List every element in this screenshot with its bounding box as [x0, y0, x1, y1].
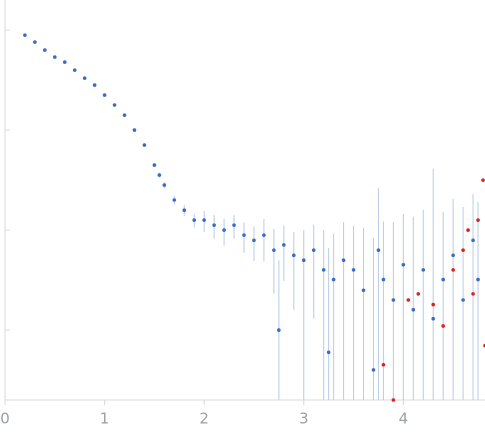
- point: [431, 302, 436, 307]
- point: [282, 243, 286, 247]
- point: [451, 253, 455, 258]
- point: [182, 208, 187, 213]
- point: [321, 268, 326, 272]
- point: [341, 258, 346, 263]
- point: [441, 324, 445, 328]
- point: [421, 268, 426, 272]
- point: [92, 83, 97, 87]
- point: [351, 268, 356, 272]
- point: [466, 228, 470, 232]
- point: [142, 143, 147, 147]
- point: [331, 277, 336, 282]
- point: [72, 68, 77, 72]
- point: [272, 248, 276, 252]
- point: [391, 398, 396, 402]
- point: [476, 277, 480, 282]
- x-tick-label: 2: [199, 410, 209, 428]
- point: [431, 316, 436, 321]
- point: [122, 113, 127, 117]
- point: [481, 178, 485, 182]
- point: [326, 350, 331, 355]
- point: [242, 233, 246, 237]
- point: [381, 277, 386, 282]
- x-tick-label: 0: [0, 410, 10, 428]
- point: [461, 298, 465, 302]
- point: [112, 103, 117, 107]
- point: [411, 307, 416, 312]
- point: [43, 48, 47, 52]
- x-tick-label: 4: [399, 410, 409, 428]
- point: [416, 292, 421, 296]
- point: [361, 288, 366, 293]
- point: [232, 223, 236, 227]
- point: [162, 183, 167, 187]
- point: [192, 218, 197, 222]
- point: [371, 368, 376, 372]
- point: [202, 218, 206, 222]
- point: [301, 258, 306, 263]
- point: [222, 228, 226, 232]
- point: [82, 76, 87, 80]
- point: [172, 198, 177, 202]
- point: [157, 173, 162, 177]
- point: [401, 262, 406, 267]
- point: [291, 253, 296, 258]
- point: [23, 33, 27, 37]
- point: [52, 55, 57, 59]
- point: [441, 277, 445, 282]
- point: [252, 238, 256, 243]
- point: [152, 163, 157, 167]
- point: [132, 128, 137, 132]
- x-tick-label: 3: [299, 410, 309, 428]
- point: [33, 40, 37, 44]
- point: [451, 268, 455, 272]
- point: [471, 292, 475, 296]
- point: [277, 328, 281, 332]
- point: [311, 248, 316, 252]
- point: [376, 248, 381, 252]
- point: [461, 248, 465, 252]
- point: [406, 298, 411, 302]
- point: [476, 218, 480, 222]
- point: [391, 298, 396, 302]
- point: [212, 223, 216, 227]
- x-tick-label: 1: [100, 410, 110, 428]
- point: [62, 60, 67, 64]
- point: [471, 238, 475, 243]
- point: [381, 362, 386, 367]
- point: [102, 93, 107, 97]
- point: [262, 233, 266, 237]
